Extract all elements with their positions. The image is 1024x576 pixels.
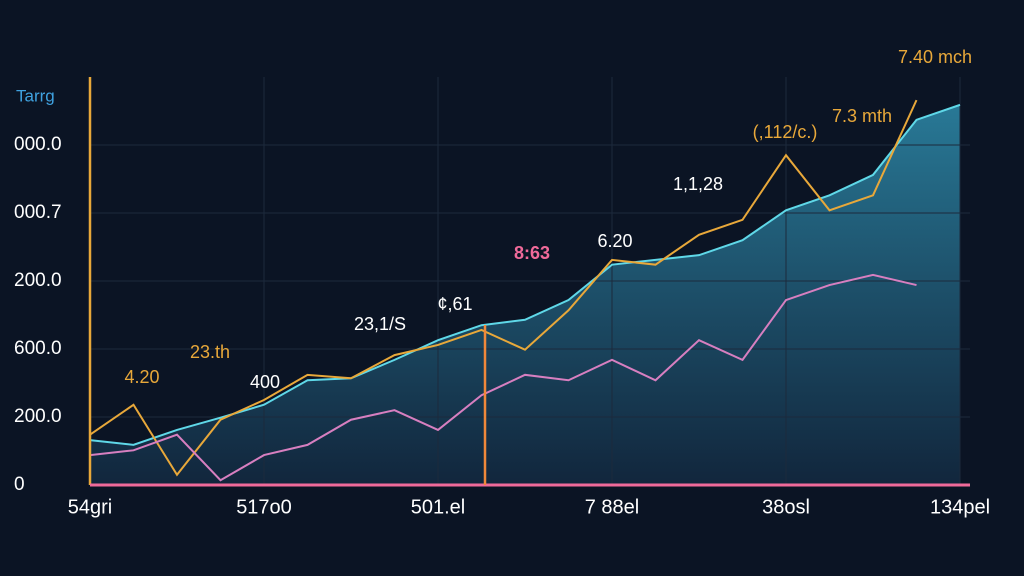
series-line: [89, 99, 918, 477]
x-tick-label: 38osl: [762, 496, 810, 518]
y-tick-label: 000.0: [14, 134, 62, 155]
x-tick-label: 517o0: [236, 496, 292, 518]
x-tick-label: 134pel: [930, 496, 990, 518]
annotation: 7.40 mch: [898, 47, 972, 67]
annotation: ¢,61: [437, 294, 472, 314]
x-tick-label: 7 88el: [585, 496, 640, 518]
annotation: 1,1,28: [673, 174, 723, 194]
series-line: [89, 273, 917, 482]
x-tick-label: 501.el: [411, 496, 466, 518]
area: [90, 104, 960, 485]
y-tick-label: 200.0: [14, 270, 62, 291]
y-tick-label: 600.0: [14, 338, 62, 359]
annotation: (,112/c.): [753, 122, 818, 142]
annotation: 400: [250, 372, 280, 392]
x-tick-label: 54gri: [68, 496, 112, 518]
annotation: 4.20: [124, 367, 159, 387]
y-tick-label: 200.0: [14, 406, 62, 427]
annotation: 8:63: [514, 243, 550, 263]
y-tick-label: 0: [14, 474, 25, 495]
annotation: 7.3 mth: [832, 106, 892, 126]
annotation: 23.th: [190, 342, 230, 362]
y-axis-label: Tarrg: [16, 86, 55, 105]
y-tick-label: 000.7: [14, 202, 62, 223]
annotation: 6.20: [597, 231, 632, 251]
annotation: 23,1/S: [354, 314, 406, 334]
